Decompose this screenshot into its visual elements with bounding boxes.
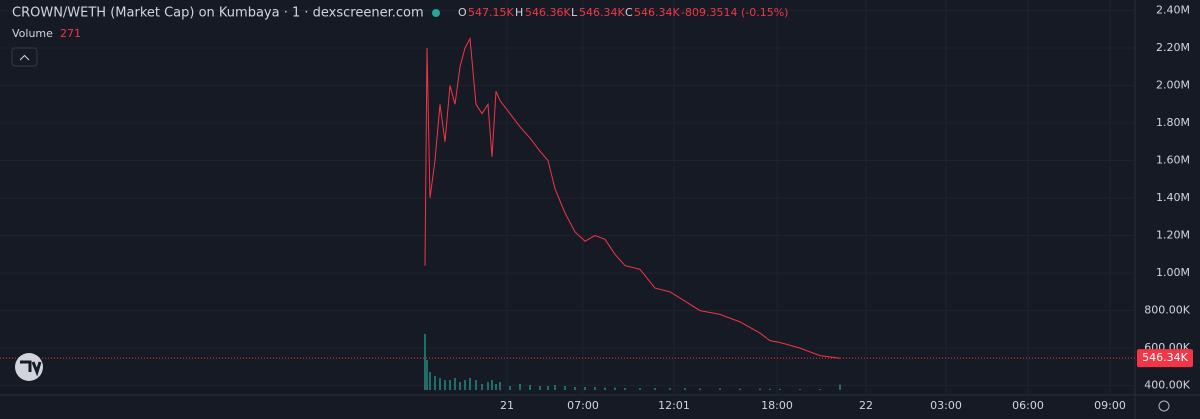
plot xyxy=(0,36,1135,390)
volume-value: 271 xyxy=(60,27,81,40)
volume-bar xyxy=(439,378,441,390)
volume-bar xyxy=(529,385,531,390)
volume-bar xyxy=(584,387,586,390)
volume-bar xyxy=(819,389,821,390)
y-tick-label: 2.40M xyxy=(1156,4,1190,17)
y-tick-label: 1.60M xyxy=(1156,154,1190,167)
last-price-tag xyxy=(1137,349,1193,368)
volume-bar xyxy=(719,388,721,390)
volume-bar xyxy=(564,386,566,390)
legend-change: -809.3514 (-0.15%) xyxy=(681,6,788,19)
x-tick-label: 22 xyxy=(859,399,873,412)
chart-title: CROWN/WETH (Market Cap) on Kumbaya · 1 ·… xyxy=(12,6,424,21)
legend-o-label: O xyxy=(458,6,467,19)
legend-c: 546.34K xyxy=(634,6,680,19)
x-tick-label: 03:00 xyxy=(930,399,962,412)
legend-h: 546.36K xyxy=(525,6,571,19)
volume-bar xyxy=(614,387,616,390)
price-line xyxy=(424,36,841,359)
volume-bar xyxy=(669,388,671,390)
y-tick-label: 1.80M xyxy=(1156,116,1190,129)
volume-bar xyxy=(779,388,781,390)
volume-bar xyxy=(684,388,686,390)
status-dot xyxy=(432,9,440,17)
logo-mark xyxy=(20,360,42,377)
y-tick-label: 1.00M xyxy=(1156,266,1190,279)
y-tick-label: 1.20M xyxy=(1156,229,1190,242)
volume-bar xyxy=(604,387,606,390)
volume-bar xyxy=(449,380,451,390)
volume-bar xyxy=(769,388,771,390)
legend-l: 546.34K xyxy=(579,6,625,19)
y-tick-label: 2.00M xyxy=(1156,79,1190,92)
volume-bar xyxy=(547,386,549,390)
volume-bar xyxy=(554,385,556,390)
axes: 400.00K600.00K800.00K1.00M1.20M1.40M1.60… xyxy=(500,4,1193,412)
x-tick-label: 07:00 xyxy=(567,399,599,412)
volume-bar xyxy=(459,382,461,390)
legend-o: 547.15K xyxy=(468,6,514,19)
legend-h-label: H xyxy=(515,6,523,19)
x-tick-label: 06:00 xyxy=(1012,399,1044,412)
x-tick-label: 18:00 xyxy=(761,399,793,412)
y-tick-label: 2.20M xyxy=(1156,41,1190,54)
volume-label: Volume xyxy=(12,27,53,40)
settings-icon[interactable] xyxy=(1158,400,1170,412)
volume-bar xyxy=(639,388,641,390)
volume-bar xyxy=(491,380,493,390)
volume-bar xyxy=(424,334,426,390)
x-tick-label: 09:00 xyxy=(1094,399,1126,412)
volume-bar xyxy=(454,378,456,390)
volume-bar xyxy=(574,387,576,390)
volume-bar xyxy=(539,386,541,390)
volume-bar xyxy=(839,384,841,390)
collapse-icon xyxy=(19,54,30,61)
collapse-button[interactable] xyxy=(11,47,38,67)
y-tick-label: 1.40M xyxy=(1156,191,1190,204)
volume-bar xyxy=(444,380,446,390)
volume-bar xyxy=(499,382,501,390)
legend-l-label: L xyxy=(571,6,578,19)
volume-bar xyxy=(426,360,428,390)
volume-bar xyxy=(487,382,489,390)
volume-bar xyxy=(799,389,801,390)
legend-c-label: C xyxy=(625,6,633,19)
volume-bar xyxy=(434,376,436,390)
y-tick-label: 800.00K xyxy=(1144,304,1190,317)
volume-bar xyxy=(654,388,656,390)
volume-bar xyxy=(624,388,626,390)
x-tick-label: 21 xyxy=(500,399,514,412)
volume-bar xyxy=(519,384,521,390)
volume-bar xyxy=(429,372,431,390)
volume-bar xyxy=(481,384,483,390)
x-tick-label: 12:01 xyxy=(658,399,690,412)
volume-bar xyxy=(699,388,701,390)
volume-bar xyxy=(469,378,471,390)
volume-bar xyxy=(509,386,511,390)
volume-bar xyxy=(739,388,741,390)
last-price-label: 546.34K xyxy=(1142,351,1188,364)
volume-bar xyxy=(759,388,761,390)
volume-bar xyxy=(475,380,477,390)
grid xyxy=(0,0,1135,395)
y-tick-label: 400.00K xyxy=(1144,379,1190,392)
volume-bar xyxy=(594,387,596,390)
volume-bar xyxy=(495,384,497,390)
volume-bar xyxy=(464,380,466,390)
